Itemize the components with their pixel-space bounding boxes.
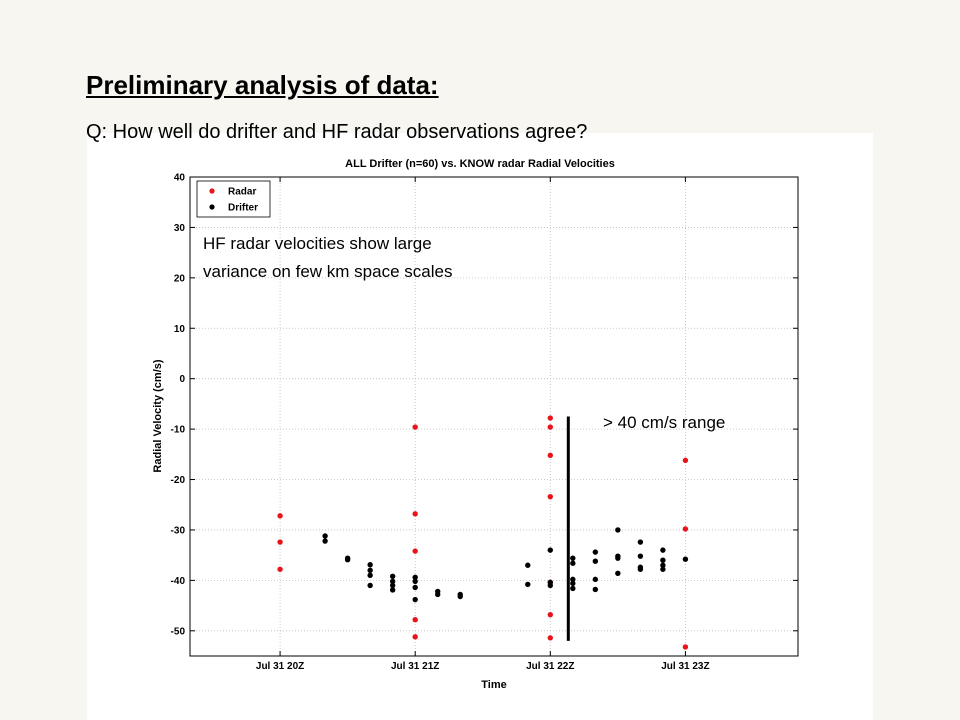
drifter-point (344, 556, 351, 563)
drifter-point (547, 582, 553, 589)
legend-radar-label: Radar (228, 187, 256, 198)
radar-point (412, 634, 418, 640)
drifter-point (389, 578, 396, 585)
drifter-point (525, 581, 531, 588)
radar-point (682, 526, 689, 532)
drifter-point (615, 527, 621, 533)
radar-point (277, 566, 283, 572)
drifter-point (570, 576, 576, 583)
drifter-point (592, 586, 599, 593)
drifter-point (547, 547, 553, 553)
y-tick-label: -10 (171, 425, 186, 436)
x-tick-label: Jul 31 22Z (526, 661, 574, 672)
y-tick-label: 40 (174, 173, 186, 184)
legend: Radar Drifter (196, 180, 271, 218)
drifter-point (412, 574, 418, 581)
drifter-point (570, 560, 576, 566)
drifter-point (592, 549, 599, 555)
x-axis-label: Time (481, 679, 506, 691)
drifter-point (457, 593, 463, 600)
radar-point (412, 424, 418, 430)
drifter-point (592, 558, 599, 564)
drifter-point (660, 566, 666, 572)
x-tick-label: Jul 31 21Z (391, 661, 439, 672)
grid (190, 176, 798, 656)
drifter-point (660, 557, 666, 563)
legend-drifter-marker (209, 204, 215, 210)
radar-point (547, 424, 553, 430)
x-axis: Jul 31 20Z Jul 31 21Z Jul 31 22Z Jul 31 23Z (256, 177, 710, 672)
y-tick-label: 0 (179, 374, 185, 385)
drifter-point (389, 573, 396, 580)
radar-point (412, 511, 418, 517)
slide-title: Preliminary analysis of data: (86, 70, 439, 100)
drifter-point (570, 555, 576, 561)
drifter-point (367, 562, 373, 568)
chart-title: ALL Drifter (n=60) vs. KNOW radar Radial… (345, 158, 615, 170)
drifter-point (367, 572, 373, 579)
drifter-point (570, 580, 576, 587)
drifter-point (660, 562, 666, 568)
radar-point (547, 635, 553, 641)
y-axis-label: Radial Velocity (cm/s) (152, 359, 164, 472)
radar-point (682, 644, 689, 650)
y-tick-label: 30 (174, 223, 186, 234)
drifter-point (412, 596, 418, 603)
drifter-point (322, 538, 328, 544)
legend-drifter-label: Drifter (228, 203, 258, 214)
radar-point (277, 539, 283, 545)
radar-point (277, 513, 283, 519)
radar-point (547, 415, 553, 421)
drifter-point (660, 547, 666, 553)
chart-panel (87, 133, 873, 720)
radar-point (547, 611, 553, 618)
data-points (277, 415, 689, 650)
drifter-point (389, 582, 396, 589)
y-axis: 40 30 20 10 0 -10 -20 -30 -40 -50 (171, 173, 798, 637)
annotation-line-1: HF radar velocities show large (203, 234, 432, 253)
drifter-point (322, 533, 328, 539)
y-tick-label: 20 (174, 273, 186, 284)
plot-frame (189, 176, 799, 657)
drifter-point (592, 576, 599, 583)
legend-radar-marker (209, 188, 215, 194)
legend-box (196, 180, 271, 218)
radar-point (682, 457, 689, 464)
drifter-point (570, 585, 576, 592)
x-tick-label: Jul 31 23Z (661, 661, 709, 672)
drifter-point (637, 539, 644, 545)
radar-point (412, 616, 418, 623)
drifter-point (615, 570, 621, 577)
range-annotation: > 40 cm/s range (603, 413, 725, 432)
drifter-point (412, 584, 418, 591)
radar-point (547, 452, 553, 459)
y-tick-label: -50 (171, 626, 186, 637)
y-tick-label: 10 (174, 324, 186, 335)
radar-point (547, 493, 553, 500)
x-tick-label: Jul 31 20Z (256, 661, 304, 672)
drifter-point (637, 553, 644, 559)
drifter-point (525, 562, 531, 568)
drifter-point (367, 582, 373, 589)
drifter-point (367, 567, 373, 573)
drifter-point (682, 556, 689, 562)
drifter-point (389, 587, 396, 593)
y-tick-label: -30 (171, 525, 186, 536)
drifter-point (637, 566, 644, 572)
radar-point (412, 548, 418, 554)
y-tick-label: -40 (171, 576, 186, 587)
drifter-point (615, 555, 621, 561)
y-tick-label: -20 (171, 475, 186, 486)
drifter-point (435, 591, 441, 598)
annotation-line-2: variance on few km space scales (203, 262, 452, 281)
slide-question: Q: How well do drifter and HF radar obse… (86, 121, 588, 143)
drifter-point (412, 578, 418, 585)
